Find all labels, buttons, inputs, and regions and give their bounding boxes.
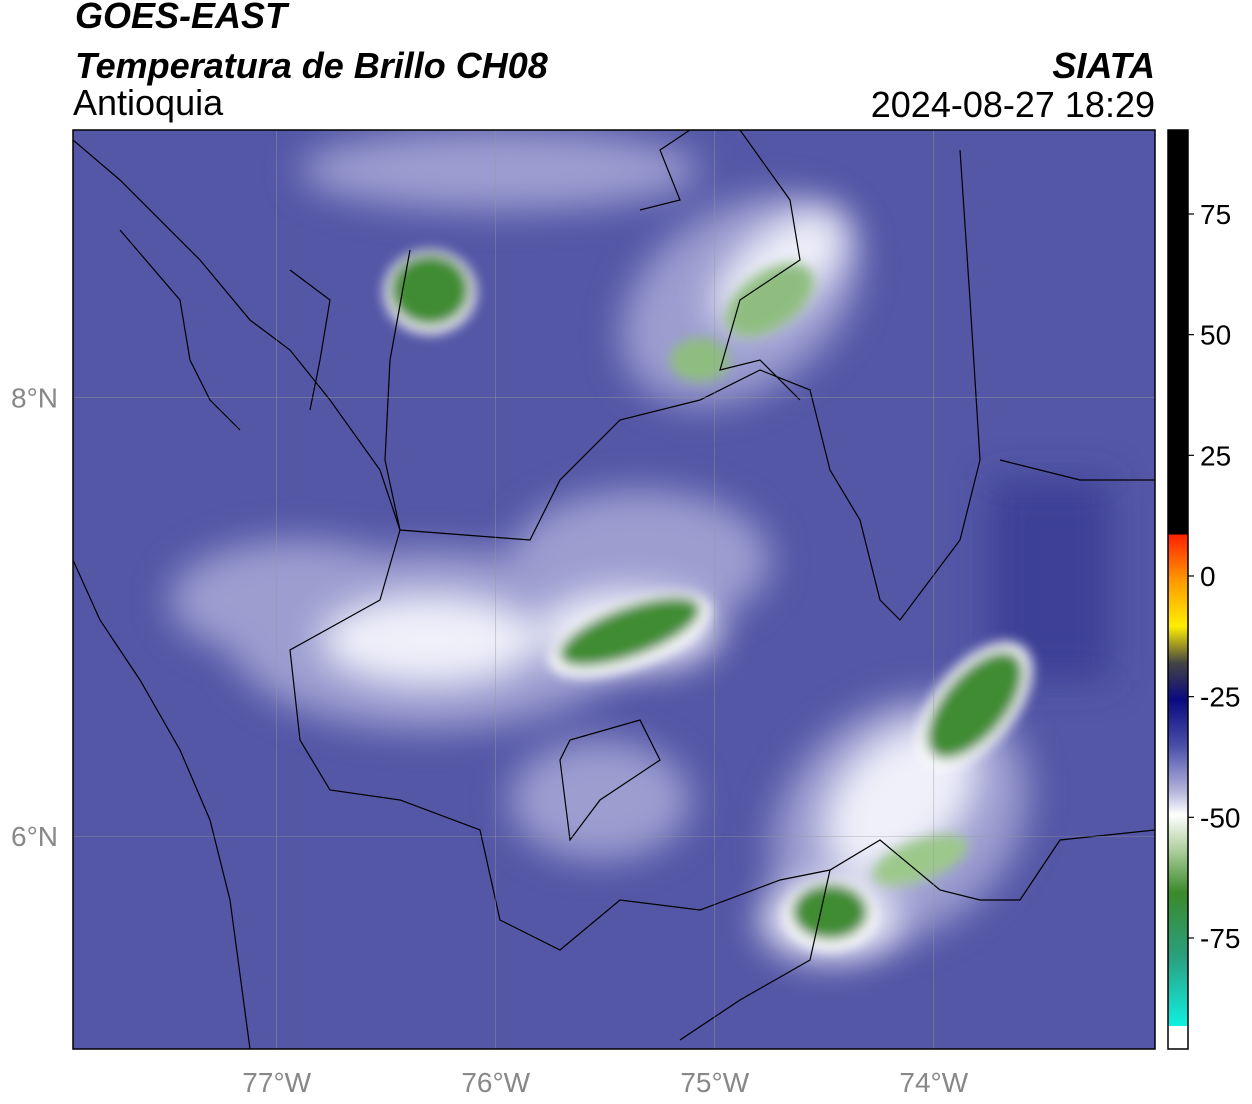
subtitle: Temperatura de Brillo CH08 [75, 45, 548, 86]
colorbar-tick-label: -25 [1200, 682, 1240, 713]
x-tick-label: 75°W [680, 1067, 749, 1098]
colorbar-tick-label: 25 [1200, 440, 1231, 471]
x-tick-label: 76°W [461, 1067, 530, 1098]
colorbar-tick-label: -75 [1200, 923, 1240, 954]
y-tick-label: 6°N [11, 821, 58, 852]
x-tick-label: 77°W [242, 1067, 311, 1098]
y-tick-label: 8°N [11, 383, 58, 414]
colorbar-tick-label: 50 [1200, 320, 1231, 351]
colorbar-tick-label: 0 [1200, 561, 1216, 592]
colorbar [1167, 129, 1189, 1050]
colorbar-tick-label: -50 [1200, 802, 1240, 833]
source: SIATA [1052, 45, 1155, 86]
region: Antioquia [73, 82, 224, 123]
satellite-image [73, 130, 1155, 1049]
timestamp: 2024-08-27 18:29 [871, 84, 1155, 125]
title: GOES-EAST [75, 0, 290, 36]
x-tick-label: 74°W [899, 1067, 968, 1098]
colorbar-tick-label: 75 [1200, 199, 1231, 230]
map-frame [72, 129, 1156, 1050]
